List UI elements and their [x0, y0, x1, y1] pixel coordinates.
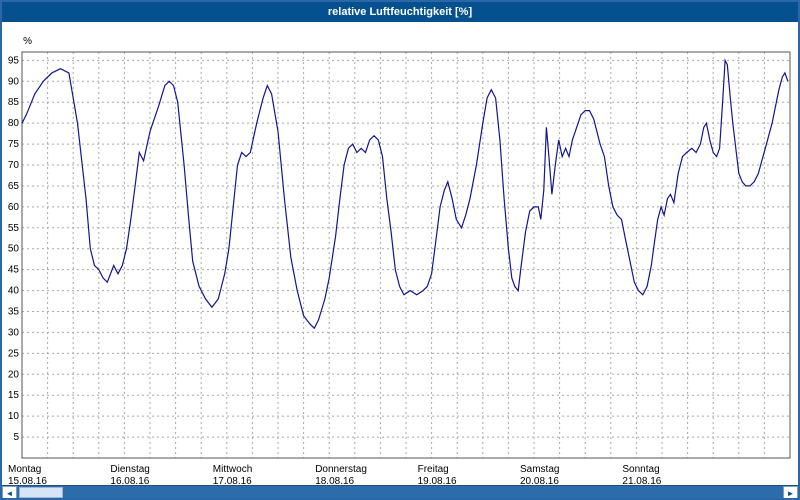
scrollbar-track[interactable] [17, 486, 783, 498]
y-tick-label: 40 [8, 286, 20, 297]
y-tick-label: 20 [8, 369, 20, 380]
y-tick-label: 90 [8, 76, 20, 87]
day-date-label: 20.08.16 [520, 476, 559, 485]
y-axis-unit-label: % [23, 36, 32, 47]
day-name-label: Dienstag [110, 464, 149, 475]
chart-area: 5 10 15 20 25 30 35 40 45 50 55 60 65 70 75 80 85 90 95% Mo… [2, 22, 798, 485]
day-date-label: 21.08.16 [622, 476, 661, 485]
horizontal-scrollbar[interactable]: ◄ ► [2, 485, 798, 498]
scroll-left-button[interactable]: ◄ [2, 486, 17, 498]
y-tick-label: 65 [8, 181, 20, 192]
y-tick-label: 10 [8, 411, 20, 422]
day-date-label: 15.08.16 [8, 476, 47, 485]
y-tick-label: 85 [8, 97, 20, 108]
humidity-line-chart: 5 10 15 20 25 30 35 40 45 50 55 60 65 70 75 80 85 90 95% Mo… [8, 36, 791, 485]
y-tick-label: 70 [8, 160, 20, 171]
plot-border [21, 51, 791, 459]
scroll-right-button[interactable]: ► [783, 486, 798, 498]
day-date-label: 18.08.16 [315, 476, 354, 485]
y-tick-label: 80 [8, 118, 20, 129]
y-tick-label: 55 [8, 223, 20, 234]
day-name-label: Mittwoch [213, 464, 252, 475]
day-name-label: Samstag [520, 464, 559, 475]
title-bar: relative Luftfeuchtigkeit [%] [2, 2, 798, 22]
day-name-label: Sonntag [622, 464, 659, 475]
day-name-label: Donnerstag [315, 464, 367, 475]
y-tick-label: 50 [8, 244, 20, 255]
y-tick-label: 5 [13, 432, 19, 443]
y-tick-label: 60 [8, 202, 20, 213]
day-date-label: 16.08.16 [110, 476, 149, 485]
y-tick-label: 30 [8, 327, 20, 338]
humidity-series-line [21, 58, 789, 330]
chart-title: relative Luftfeuchtigkeit [%] [327, 6, 473, 18]
y-tick-label: 35 [8, 307, 20, 318]
day-date-label: 19.08.16 [418, 476, 457, 485]
y-tick-label: 25 [8, 348, 20, 359]
day-name-label: Freitag [418, 464, 449, 475]
day-date-label: 17.08.16 [213, 476, 252, 485]
y-tick-label: 95 [8, 55, 20, 66]
y-tick-label: 75 [8, 139, 20, 150]
day-name-label: Montag [8, 464, 41, 475]
y-tick-label: 45 [8, 265, 20, 276]
scrollbar-thumb[interactable] [19, 487, 63, 498]
y-tick-label: 15 [8, 390, 20, 401]
